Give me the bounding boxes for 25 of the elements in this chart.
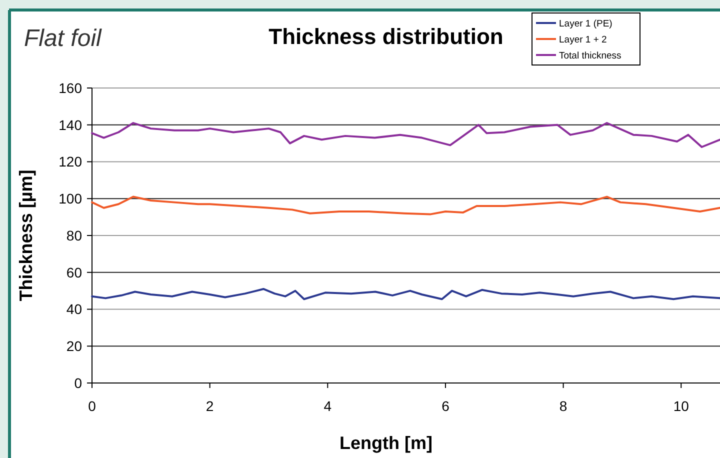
y-tick-label: 0 xyxy=(74,374,82,391)
x-tick-label: 10 xyxy=(673,398,690,414)
y-axis-title: Thickness [µm] xyxy=(16,170,36,302)
chart-subtitle: Flat foil xyxy=(24,25,102,52)
y-tick-label: 80 xyxy=(66,227,82,244)
line-series xyxy=(91,122,720,148)
x-axis-title: Length [m] xyxy=(340,433,432,453)
y-tick-label: 140 xyxy=(58,116,82,133)
x-tick-label: 4 xyxy=(324,398,332,414)
y-tick-label: 60 xyxy=(66,264,82,280)
y-tick-label: 40 xyxy=(66,301,82,318)
y-tick-label: 100 xyxy=(58,190,82,207)
y-tick-label: 160 xyxy=(58,80,82,96)
x-tick-label: 0 xyxy=(88,398,96,414)
x-tick-label: 6 xyxy=(442,398,450,414)
legend-label: Layer 1 (PE) xyxy=(559,18,612,30)
line-series xyxy=(91,196,720,216)
x-tick-label: 8 xyxy=(559,398,568,414)
y-tick-label: 120 xyxy=(58,154,82,170)
legend-label: Layer 1 + 2 xyxy=(559,34,607,46)
y-tick-label: 20 xyxy=(66,338,82,354)
chart-title: Thickness distribution xyxy=(268,24,504,49)
line-series xyxy=(91,288,720,300)
x-tick-label: 2 xyxy=(206,398,214,414)
legend-label: Total thickness xyxy=(559,50,622,62)
